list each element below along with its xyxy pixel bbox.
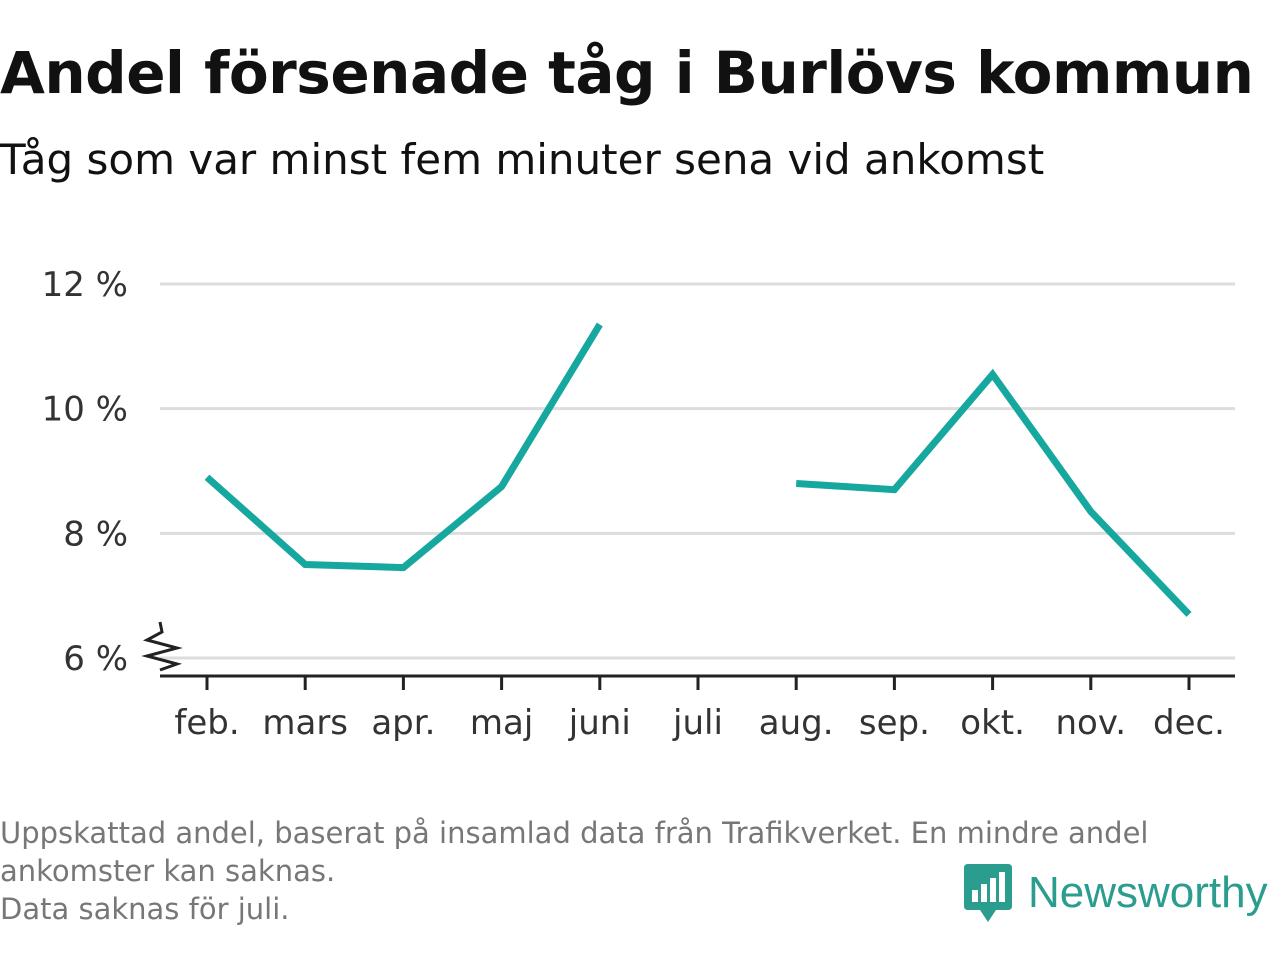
footnote-line-1: Uppskattad andel, baserat på insamlad da… xyxy=(0,816,1149,850)
footnote-line-3: Data saknas för juli. xyxy=(0,892,290,926)
series-line-segment xyxy=(795,368,1192,617)
brand-name: Newsworthy xyxy=(1028,868,1268,917)
y-tick-label: 12 % xyxy=(42,265,128,305)
x-tick-label: okt. xyxy=(960,703,1025,743)
y-tick-label: 6 % xyxy=(63,639,128,679)
x-tick-label: juli xyxy=(672,703,723,743)
x-axis: feb. mars apr. maj juni juli aug. sep. okt. nov. d… xyxy=(160,674,1235,743)
y-axis-ticks: 6 % 8 % 10 % 12 % xyxy=(42,265,183,679)
x-tick-label: juni xyxy=(568,703,631,743)
x-tick-label: apr. xyxy=(371,703,435,743)
footnote: Uppskattad andel, baserat på insamlad da… xyxy=(0,814,1270,928)
series-lines xyxy=(204,322,1192,617)
newsworthy-logo: Newsworthy xyxy=(962,862,1268,924)
x-tick-label: sep. xyxy=(859,703,930,743)
x-tick-label: maj xyxy=(470,703,533,743)
newsworthy-chart-bubble-icon xyxy=(964,864,1012,922)
axis-break-marker xyxy=(141,621,183,672)
x-tick-label: nov. xyxy=(1055,703,1126,743)
y-tick-label: 8 % xyxy=(63,514,128,554)
line-chart: 6 % 8 % 10 % 12 % feb. mars apr. maj juni juli au… xyxy=(42,265,1235,743)
gridlines xyxy=(160,282,1235,660)
chart-title: Andel försenade tåg i Burlövs kommun xyxy=(0,39,1254,107)
x-tick-label: mars xyxy=(262,703,348,743)
footnote-line-2: ankomster kan saknas. xyxy=(0,854,336,888)
series-line-segment xyxy=(204,322,603,572)
x-tick-label: dec. xyxy=(1153,703,1225,743)
x-tick-label: feb. xyxy=(174,703,239,743)
chart-subtitle: Tåg som var minst fem minuter sena vid a… xyxy=(0,135,1045,184)
y-tick-label: 10 % xyxy=(42,390,128,430)
x-tick-label: aug. xyxy=(759,703,834,743)
